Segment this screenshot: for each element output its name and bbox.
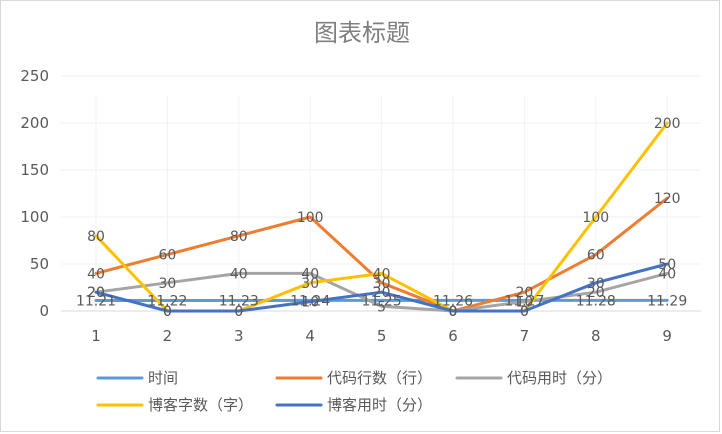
- series-line-1: [94, 196, 669, 313]
- data-label: 40: [658, 266, 676, 282]
- data-label: 0: [234, 304, 243, 320]
- y-tick-label: 0: [39, 302, 49, 320]
- x-tick-label: 2: [163, 327, 173, 345]
- data-label: 0: [163, 304, 172, 320]
- y-tick-label: 100: [20, 208, 49, 226]
- data-label: 20: [87, 285, 105, 301]
- data-label: 20: [87, 285, 105, 301]
- data-label: 50: [658, 257, 676, 273]
- data-label: 0: [449, 304, 458, 320]
- data-label: 20: [587, 285, 605, 301]
- data-label: 11.22: [147, 293, 187, 309]
- data-label: 0: [520, 304, 529, 320]
- x-tick-label: 3: [234, 327, 244, 345]
- grid-layer: [61, 75, 701, 311]
- y-tick-label: 150: [20, 161, 49, 179]
- data-label: 60: [158, 248, 176, 264]
- data-label: 200: [654, 116, 681, 132]
- data-label: 20: [515, 285, 533, 301]
- y-tick-label: 200: [20, 114, 49, 132]
- data-label: 11.25: [362, 293, 402, 309]
- chart-title: 图表标题: [314, 19, 410, 47]
- data-label: 60: [587, 248, 605, 264]
- data-label: 40: [87, 266, 105, 282]
- legend-label: 博客字数（字）: [148, 396, 253, 414]
- data-label: 120: [654, 191, 681, 207]
- data-label-layer: 11.21 11.22 11.23 11.24 11.25 11.26 11.27 11.28…: [76, 116, 687, 320]
- data-label: 10: [515, 295, 533, 311]
- data-label: 0: [234, 304, 243, 320]
- data-label: 11.23: [219, 293, 259, 309]
- data-label: 30: [301, 276, 319, 292]
- x-tick-label: 7: [520, 327, 530, 345]
- legend-label: 博客用时（分）: [327, 396, 432, 414]
- x-tick-label: 4: [305, 327, 315, 345]
- x-tick-label: 6: [448, 327, 458, 345]
- legend-label: 代码用时（分）: [507, 369, 612, 387]
- data-label: 0: [520, 304, 529, 320]
- data-label: 20: [373, 285, 391, 301]
- data-label: 40: [301, 266, 319, 282]
- data-label: 80: [230, 229, 248, 245]
- data-label: 11.28: [576, 293, 616, 309]
- data-label: 10: [301, 295, 319, 311]
- series-line-4: [94, 262, 669, 313]
- data-label: 0: [449, 304, 458, 320]
- data-label: 0: [163, 304, 172, 320]
- x-tick-label: 5: [377, 327, 387, 345]
- data-label: 11.21: [76, 293, 116, 309]
- data-label: 5: [377, 299, 386, 315]
- data-label: 11.24: [290, 293, 330, 309]
- y-tick-label: 250: [20, 67, 49, 85]
- data-label: 40: [230, 266, 248, 282]
- data-label: 30: [373, 276, 391, 292]
- x-tick-label: 1: [91, 327, 101, 345]
- data-label: 0: [449, 304, 458, 320]
- data-label: 30: [158, 276, 176, 292]
- series-layer: [94, 121, 669, 313]
- data-label: 80: [87, 229, 105, 245]
- x-tick-label: 9: [662, 327, 672, 345]
- y-tick-label: 50: [30, 255, 49, 273]
- x-tick-label: 8: [591, 327, 601, 345]
- data-label: 40: [373, 266, 391, 282]
- data-label: 100: [297, 210, 324, 226]
- data-label: 0: [449, 304, 458, 320]
- data-label: 100: [582, 210, 609, 226]
- series-line-2: [94, 271, 669, 313]
- legend: 时间 代码行数（行） 代码用时（分） 博客字数（字） 博客用时（分）: [96, 369, 612, 414]
- data-label: 11.27: [504, 293, 544, 309]
- data-label: 11.26: [433, 293, 473, 309]
- data-label: 11.29: [647, 293, 687, 309]
- legend-label: 时间: [148, 369, 178, 387]
- data-label: 30: [587, 276, 605, 292]
- legend-label: 代码行数（行）: [327, 369, 432, 387]
